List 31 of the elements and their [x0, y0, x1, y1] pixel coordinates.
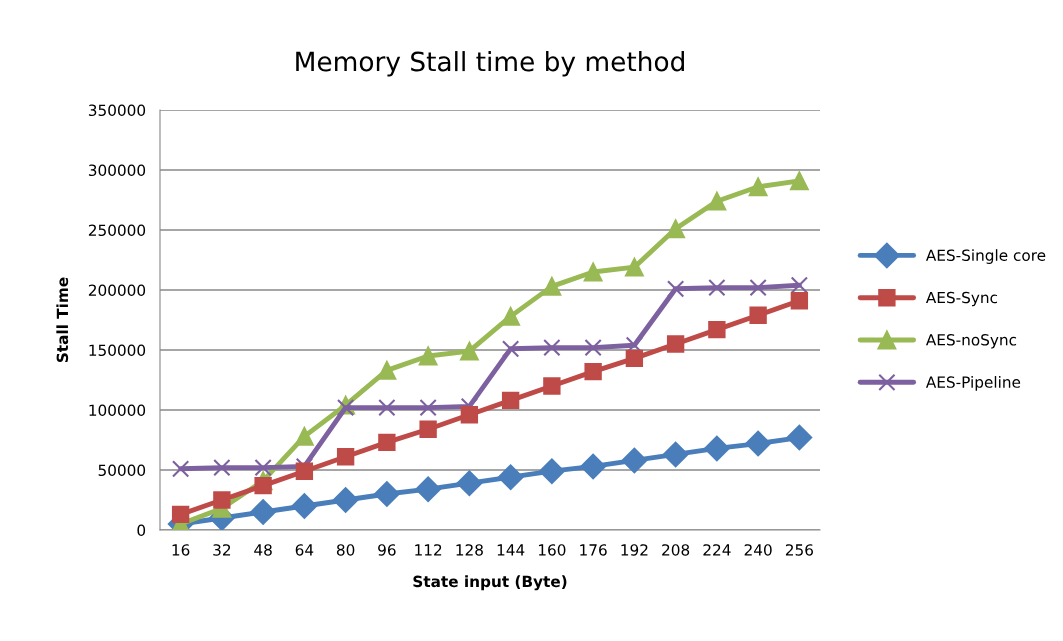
x-tick-label: 208: [662, 544, 690, 556]
y-tick-label: 0: [137, 524, 146, 537]
y-tick-label: 50000: [98, 464, 146, 477]
y-tick-label: 250000: [88, 224, 146, 237]
x-tick-label: 160: [538, 544, 566, 556]
legend-label: AES-noSync: [925, 334, 1017, 349]
x-tick-label: 48: [254, 544, 272, 556]
legend-label: AES-Single core: [925, 249, 1046, 264]
x-tick-label: 80: [336, 544, 355, 556]
x-tick-label: 240: [744, 544, 772, 556]
y-tick-label: 200000: [88, 284, 146, 297]
legend-label: AES-Pipeline: [925, 376, 1021, 391]
y-tick-label: 150000: [89, 344, 146, 357]
y-tick-label: 300000: [88, 164, 146, 177]
x-tick-label: 16: [172, 544, 190, 556]
x-tick-label: 224: [703, 544, 731, 556]
x-tick-label: 112: [415, 544, 442, 556]
x-tick-label: 176: [580, 544, 607, 556]
x-tick-label: 64: [295, 544, 314, 556]
y-tick-label: 350000: [88, 104, 146, 117]
x-tick-label: 32: [213, 544, 231, 556]
x-tick-label: 192: [621, 544, 648, 556]
x-tick-label: 256: [785, 544, 813, 556]
chart-title: Memory Stall time by method: [296, 51, 684, 77]
legend-label: AES-Sync: [925, 291, 998, 307]
x-tick-label: 96: [378, 544, 396, 556]
x-axis-title: State input (Byte): [413, 575, 567, 591]
y-axis-title: Stall Time: [56, 277, 69, 363]
y-tick-label: 100000: [89, 404, 146, 417]
x-tick-label: 128: [456, 544, 483, 556]
x-tick-label: 144: [497, 544, 525, 556]
